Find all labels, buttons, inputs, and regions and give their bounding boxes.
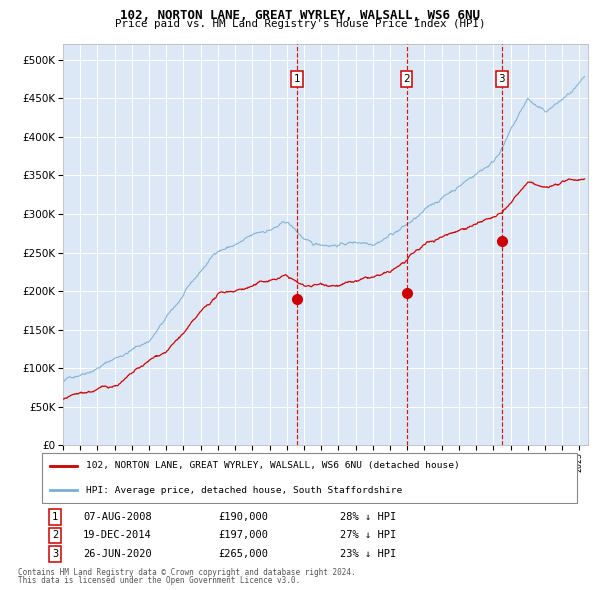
Text: 26-JUN-2020: 26-JUN-2020 (83, 549, 152, 559)
FancyBboxPatch shape (41, 454, 577, 503)
Text: 1: 1 (294, 74, 301, 84)
Text: Contains HM Land Registry data © Crown copyright and database right 2024.: Contains HM Land Registry data © Crown c… (18, 568, 356, 577)
Text: 102, NORTON LANE, GREAT WYRLEY, WALSALL, WS6 6NU: 102, NORTON LANE, GREAT WYRLEY, WALSALL,… (120, 9, 480, 22)
Text: 102, NORTON LANE, GREAT WYRLEY, WALSALL, WS6 6NU (detached house): 102, NORTON LANE, GREAT WYRLEY, WALSALL,… (86, 461, 460, 470)
Text: 2: 2 (403, 74, 410, 84)
Text: £265,000: £265,000 (218, 549, 268, 559)
Text: 27% ↓ HPI: 27% ↓ HPI (340, 530, 396, 540)
Text: 19-DEC-2014: 19-DEC-2014 (83, 530, 152, 540)
Text: 23% ↓ HPI: 23% ↓ HPI (340, 549, 396, 559)
Text: This data is licensed under the Open Government Licence v3.0.: This data is licensed under the Open Gov… (18, 576, 300, 585)
Text: 3: 3 (498, 74, 505, 84)
Text: HPI: Average price, detached house, South Staffordshire: HPI: Average price, detached house, Sout… (86, 486, 402, 494)
Text: 07-AUG-2008: 07-AUG-2008 (83, 512, 152, 522)
Text: 2: 2 (52, 530, 58, 540)
Text: 1: 1 (52, 512, 58, 522)
Text: £197,000: £197,000 (218, 530, 268, 540)
Text: 3: 3 (52, 549, 58, 559)
Text: £190,000: £190,000 (218, 512, 268, 522)
Text: 28% ↓ HPI: 28% ↓ HPI (340, 512, 396, 522)
Text: Price paid vs. HM Land Registry's House Price Index (HPI): Price paid vs. HM Land Registry's House … (115, 19, 485, 30)
